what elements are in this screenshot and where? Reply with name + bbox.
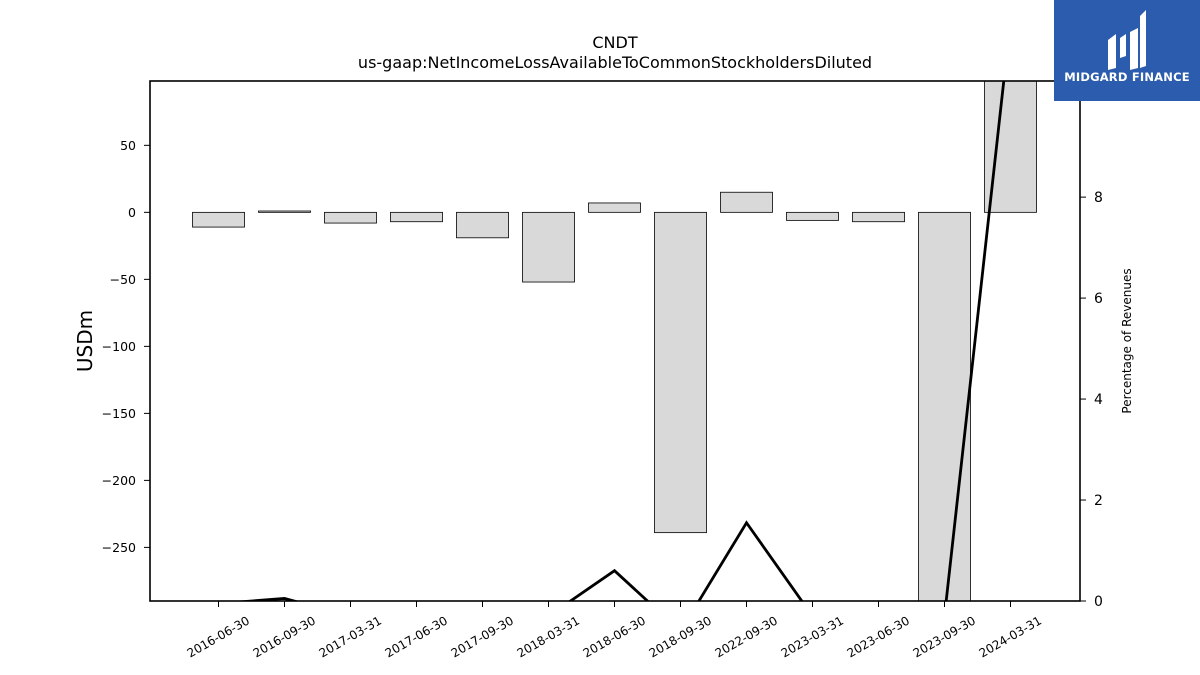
x-tick-label: 2023-03-31 — [779, 613, 846, 660]
y-tick-label: −50 — [110, 272, 136, 287]
x-tick-label: 2016-09-30 — [251, 613, 318, 660]
bar — [786, 211, 839, 221]
x-tick-label: 2017-09-30 — [449, 613, 516, 660]
y2-tick-label: 0 — [1094, 594, 1103, 610]
bar — [720, 191, 773, 213]
bar — [984, 81, 1037, 213]
y-axis-label: USDm — [73, 310, 97, 372]
bar — [258, 210, 311, 213]
y-tick-label: −200 — [102, 473, 136, 488]
bar — [918, 211, 971, 601]
midgard-logo-icon — [1108, 10, 1146, 70]
y2-tick-label: 4 — [1094, 392, 1103, 408]
bar — [324, 211, 377, 224]
chart-title: CNDT — [592, 33, 637, 52]
bar — [390, 211, 443, 223]
x-tick-label: 2016-06-30 — [185, 613, 252, 660]
bar — [654, 211, 707, 534]
y2-axis-label: Percentage of Revenues — [1120, 268, 1134, 413]
bar — [852, 211, 905, 223]
x-tick-label: 2018-09-30 — [647, 613, 714, 660]
bar — [588, 202, 641, 213]
y-tick-label: −250 — [102, 540, 136, 555]
x-tick-label: 2017-03-31 — [317, 613, 384, 660]
y-tick-label: 0 — [128, 205, 136, 220]
x-tick-label: 2024-03-31 — [977, 613, 1044, 660]
line-series — [233, 81, 1006, 601]
y-tick-label: 50 — [120, 138, 136, 153]
x-tick-label: 2023-06-30 — [845, 613, 912, 660]
bar — [522, 211, 575, 283]
x-tick-label: 2018-06-30 — [581, 613, 648, 660]
logo-text: MIDGARD FINANCE — [1064, 70, 1190, 84]
bar — [192, 211, 245, 228]
x-tick-label: 2018-03-31 — [515, 613, 582, 660]
y-tick-label: −150 — [102, 406, 136, 421]
brand-logo: MIDGARD FINANCE — [1054, 0, 1200, 101]
y2-tick-label: 2 — [1094, 493, 1103, 509]
y2-tick-label: 6 — [1094, 291, 1103, 307]
x-tick-label: 2022-09-30 — [713, 613, 780, 660]
y2-tick-label: 8 — [1094, 190, 1103, 206]
line-group — [233, 81, 1006, 601]
x-tick-label: 2017-06-30 — [383, 613, 450, 660]
chart-subtitle: us-gaap:NetIncomeLossAvailableToCommonSt… — [358, 53, 872, 72]
bars-group — [192, 81, 1037, 601]
bar — [456, 211, 509, 239]
y-tick-label: −100 — [102, 339, 136, 354]
x-tick-label: 2023-09-30 — [911, 613, 978, 660]
